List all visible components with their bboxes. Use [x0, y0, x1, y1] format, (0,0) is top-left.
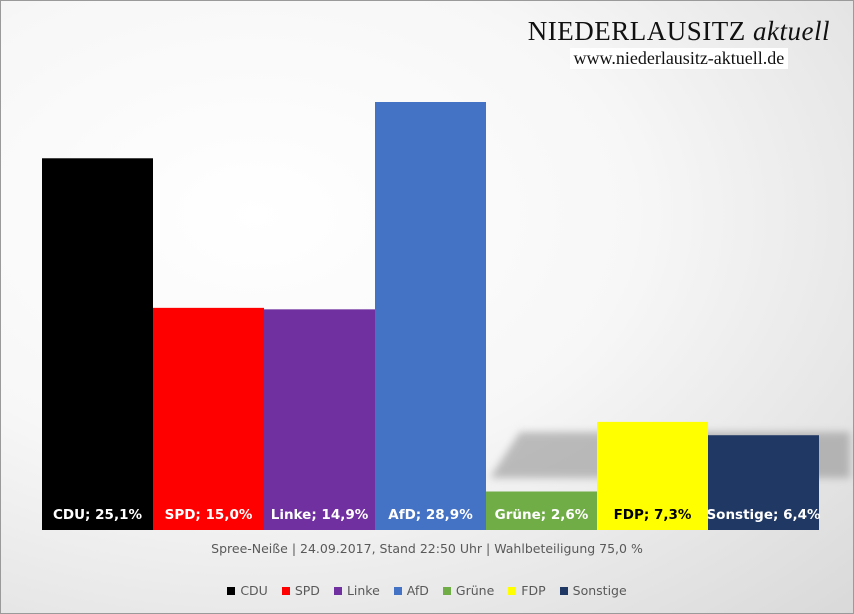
- legend-item-gruene: Grüne: [442, 583, 495, 598]
- data-label-afd: AfD; 28,9%: [388, 507, 473, 523]
- legend-label: SPD: [294, 583, 320, 598]
- legend-label: AfD: [406, 583, 429, 598]
- legend-swatch: [227, 586, 236, 595]
- legend-label: Sonstige: [572, 583, 627, 598]
- data-label-fdp: FDP; 7,3%: [614, 507, 692, 523]
- legend-item-fdp: FDP: [508, 583, 546, 598]
- data-label-linke: Linke; 14,9%: [271, 507, 369, 523]
- legend-label: FDP: [521, 583, 546, 598]
- brand-url: www.niederlausitz-aktuell.de: [569, 48, 789, 69]
- bar-fdp: [597, 421, 708, 530]
- legend-item-afd: AfD: [393, 583, 429, 598]
- chart-caption: Spree-Neiße | 24.09.2017, Stand 22:50 Uh…: [211, 541, 643, 556]
- legend-label: Linke: [346, 583, 380, 598]
- bar-cdu: [42, 158, 153, 531]
- legend-item-sonstige: Sonstige: [559, 583, 627, 598]
- legend-label: Grüne: [455, 583, 495, 598]
- data-label-cdu: CDU; 25,1%: [53, 507, 142, 523]
- legend-item-cdu: CDU: [227, 583, 268, 598]
- brand-logo: NIEDERLAUSITZ aktuell www.niederlausitz-…: [528, 16, 830, 69]
- data-label-sonstige: Sonstige; 6,4%: [706, 507, 821, 523]
- bar-afd: [375, 102, 486, 530]
- legend-item-spd: SPD: [281, 583, 320, 598]
- bars-group: CDU; 25,1% SPD; 15,0% Linke; 14,9% AfD; 28,…: [42, 102, 850, 531]
- bar-linke: [264, 309, 375, 530]
- legend: CDU SPD Linke AfD Grüne FDP Sonstige: [0, 583, 854, 598]
- brand-name-main: NIEDERLAUSITZ: [527, 16, 746, 46]
- legend-swatch: [442, 586, 451, 595]
- legend-label: CDU: [240, 583, 268, 598]
- bar-spd: [153, 307, 264, 530]
- brand-name-suffix: aktuell: [753, 16, 830, 46]
- brand-name: NIEDERLAUSITZ aktuell: [528, 16, 830, 47]
- bar-sonstige: [708, 435, 819, 530]
- legend-swatch: [281, 586, 290, 595]
- data-label-spd: SPD; 15,0%: [165, 507, 253, 523]
- legend-swatch: [508, 586, 517, 595]
- data-label-gruene: Grüne; 2,6%: [495, 507, 589, 523]
- legend-swatch: [393, 586, 402, 595]
- legend-swatch: [333, 586, 342, 595]
- legend-swatch: [559, 586, 568, 595]
- bar-gruene: [486, 491, 597, 530]
- legend-item-linke: Linke: [333, 583, 380, 598]
